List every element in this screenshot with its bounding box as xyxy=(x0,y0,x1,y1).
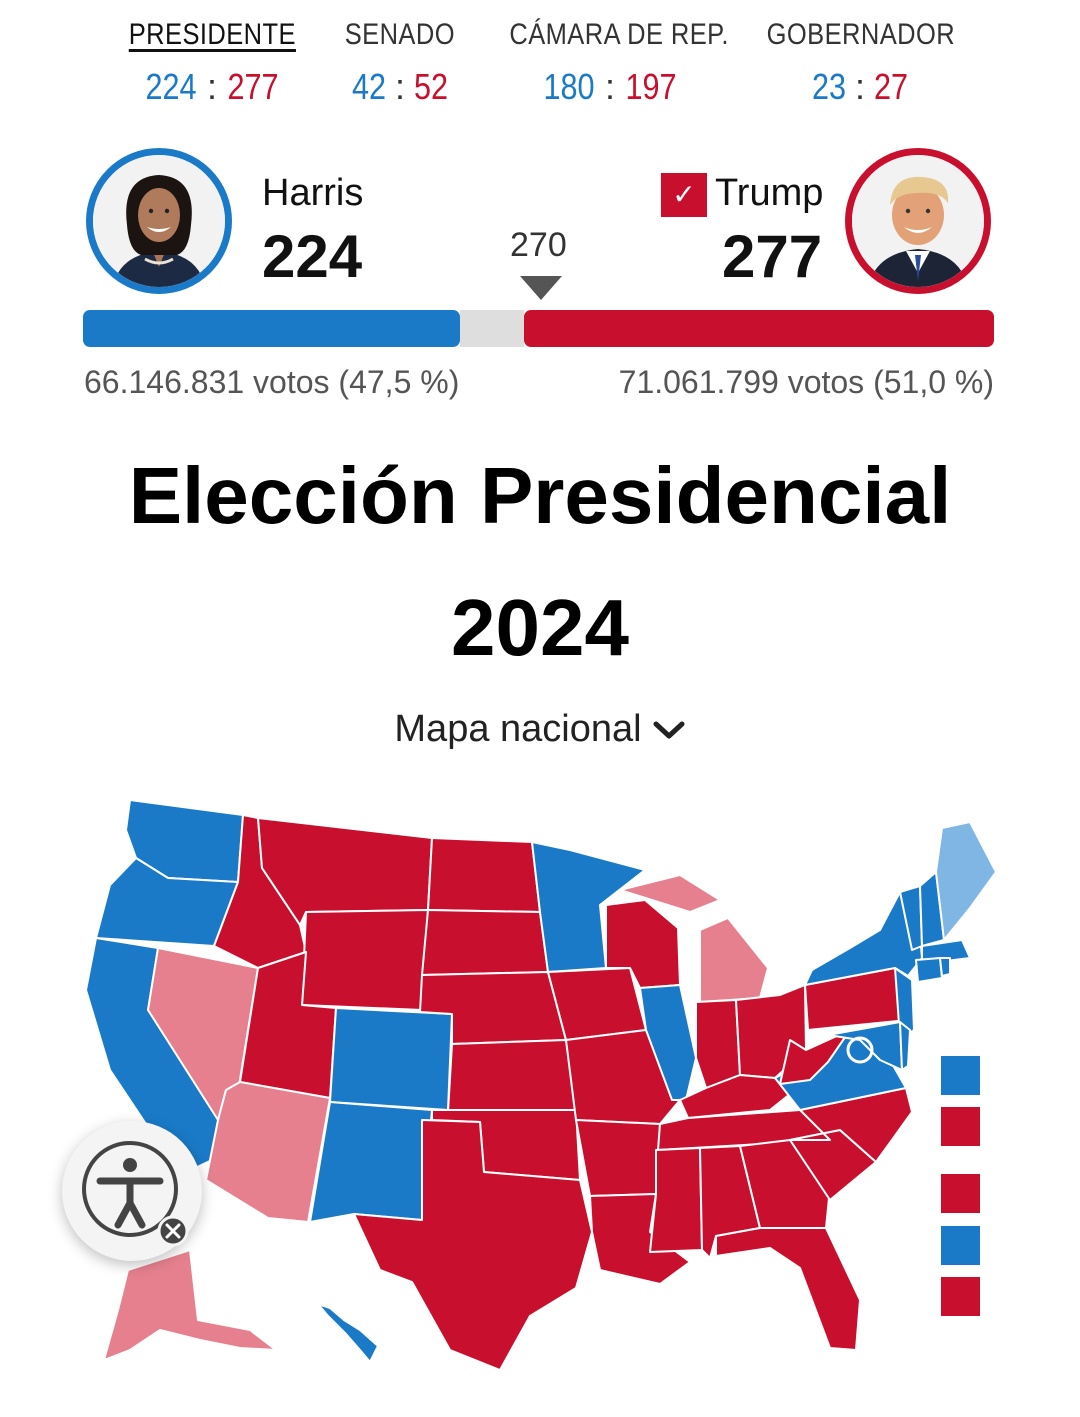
state-arkansas xyxy=(575,1119,661,1197)
legend-square xyxy=(941,1174,980,1213)
legend-square xyxy=(941,1107,980,1146)
tab-score: 180:197 xyxy=(543,66,677,107)
tab-gobernador[interactable]: GOBERNADOR 23:27 xyxy=(750,18,970,108)
state-rhode-island xyxy=(939,957,951,977)
rep-popular-votes: 71.061.799 votos (51,0 %) xyxy=(618,364,994,400)
threshold-label: 270 xyxy=(510,226,567,264)
page-title: Elección Presidencial xyxy=(128,451,952,540)
trump-portrait xyxy=(852,155,984,287)
state-colorado xyxy=(329,1007,453,1111)
race-tabs: PRESIDENTE 224:277 SENADO 42:52 CÁMARA D… xyxy=(0,18,1080,118)
harris-avatar xyxy=(86,148,232,294)
state-indiana xyxy=(695,999,741,1089)
tab-label: SENADO xyxy=(344,18,456,51)
tab-label: GOBERNADOR xyxy=(766,18,956,51)
rep-count: 27 xyxy=(874,66,909,107)
dem-candidate-name: Harris xyxy=(262,172,364,214)
map-selector-label: Mapa nacional xyxy=(394,708,642,750)
state-arizona xyxy=(205,1081,331,1223)
state-new-mexico xyxy=(309,1101,433,1223)
state-michigan xyxy=(699,917,769,1003)
state-west-virginia xyxy=(779,1029,851,1085)
dem-count: 42 xyxy=(351,66,386,107)
state-delaware xyxy=(899,1021,911,1071)
state-michigan-upper xyxy=(619,874,721,913)
checkmark-icon: ✓ xyxy=(661,173,707,217)
undecided-bar xyxy=(460,310,524,347)
legend-square xyxy=(941,1226,980,1265)
accessibility-icon xyxy=(82,1141,189,1247)
tab-score: 42:52 xyxy=(351,66,449,107)
tab-presidente[interactable]: PRESIDENTE 224:277 xyxy=(112,18,312,108)
legend-square xyxy=(941,1056,980,1095)
trump-avatar xyxy=(845,148,991,294)
dem-count: 23 xyxy=(811,66,846,107)
tab-senado[interactable]: SENADO 42:52 xyxy=(320,18,480,108)
tab-score: 23:27 xyxy=(811,66,909,107)
us-results-map[interactable] xyxy=(0,780,1080,1380)
state-wyoming xyxy=(301,909,429,1011)
rep-count: 197 xyxy=(625,66,677,107)
tab-camara[interactable]: CÁMARA DE REP. 180:197 xyxy=(490,18,730,108)
map-selector[interactable]: Mapa nacional xyxy=(0,708,1080,752)
rep-electoral-bar xyxy=(524,310,994,347)
state-iowa xyxy=(547,967,647,1041)
state-minnesota xyxy=(531,841,646,973)
dem-count: 224 xyxy=(145,66,197,107)
district-marker xyxy=(846,1036,874,1064)
close-icon xyxy=(157,1215,189,1247)
state-hawaii xyxy=(317,1303,379,1363)
state-north-dakota xyxy=(427,837,541,913)
page-title-year: 2024 xyxy=(451,583,629,672)
dem-count: 180 xyxy=(543,66,595,107)
state-missouri xyxy=(565,1029,681,1125)
rep-count: 52 xyxy=(414,66,449,107)
tab-label: PRESIDENTE xyxy=(128,18,296,51)
dem-electoral-bar xyxy=(83,310,460,347)
accessibility-button[interactable] xyxy=(62,1121,202,1261)
rep-count: 277 xyxy=(227,66,279,107)
state-kansas xyxy=(447,1039,577,1113)
rep-electoral-votes: 277 xyxy=(722,223,823,290)
chevron-down-icon xyxy=(652,709,686,752)
state-texas xyxy=(353,1119,593,1371)
rep-candidate-name: Trump xyxy=(715,172,824,214)
state-south-dakota xyxy=(421,909,549,976)
tab-score: 224:277 xyxy=(145,66,279,107)
tab-label: CÁMARA DE REP. xyxy=(509,18,729,51)
harris-portrait xyxy=(93,155,225,287)
state-florida xyxy=(715,1227,861,1351)
legend-square xyxy=(941,1277,980,1316)
state-mississippi xyxy=(649,1147,703,1253)
state-maine xyxy=(935,821,997,941)
threshold-marker-icon xyxy=(520,276,562,300)
state-alaska xyxy=(103,1249,277,1361)
state-connecticut xyxy=(915,957,943,983)
dem-electoral-votes: 224 xyxy=(262,223,363,290)
dem-popular-votes: 66.146.831 votos (47,5 %) xyxy=(84,364,460,400)
